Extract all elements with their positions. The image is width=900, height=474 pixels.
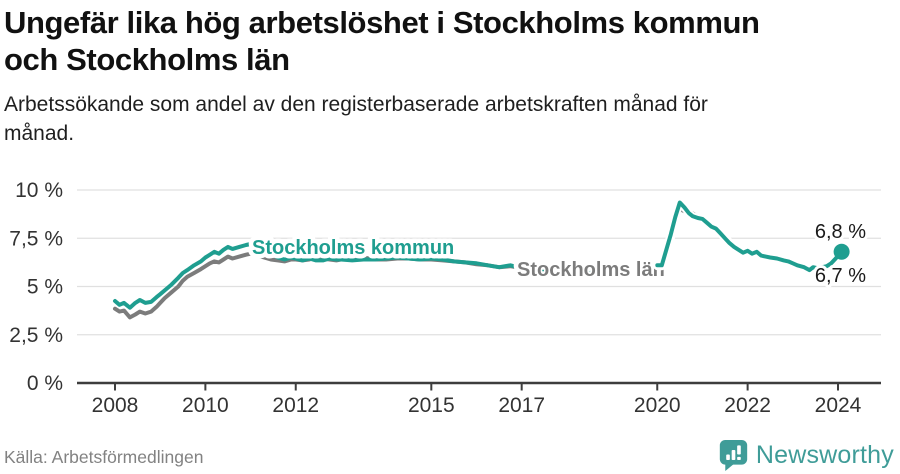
subtitle-line-2: månad. (4, 122, 75, 145)
lan-end-value-label: 6,7 % (815, 265, 866, 287)
x-tick-label: 2012 (272, 394, 319, 417)
x-tick-label: 2022 (724, 394, 771, 417)
newsworthy-logo: Newsworthy (718, 438, 894, 472)
series-label-stockholms-kommun: Stockholms kommun (252, 237, 454, 259)
newsworthy-logo-icon (719, 439, 748, 471)
gridlines: 10 % 7,5 % 5 % 2,5 % 0 % (9, 179, 881, 395)
newsworthy-wordmark: Newsworthy (755, 440, 894, 469)
x-tick-label: 2020 (634, 394, 681, 417)
y-tick-label: 10 % (15, 179, 63, 202)
kommun-end-value-label: 6,8 % (815, 221, 866, 243)
data-lines-recent-overlay (653, 198, 846, 275)
x-tick-label: 2024 (815, 394, 862, 417)
x-tick-label: 2008 (92, 394, 139, 417)
x-tick-label: 2010 (182, 394, 229, 417)
series-label-stockholms-lan: Stockholms län (517, 259, 665, 281)
x-tick-label: 2015 (408, 394, 455, 417)
data-lines (113, 200, 844, 320)
line-chart: 10 % 7,5 % 5 % 2,5 % 0 % 2008 2010 2012 2015 201… (0, 160, 900, 430)
y-tick-label: 2,5 % (9, 324, 63, 347)
kommun-end-point-marker (833, 243, 850, 260)
line-recent-stockholms-kommun (655, 200, 844, 273)
source-attribution: Källa: Arbetsförmedlingen (4, 447, 204, 467)
y-tick-label: 5 % (27, 276, 63, 299)
unemployment-line-chart: 10 % 7,5 % 5 % 2,5 % 0 % 2008 2010 2012 2015 201… (9, 179, 881, 417)
title-line-1: Ungefär lika hög arbetslöshet i Stockhol… (4, 5, 760, 40)
y-tick-label: 0 % (27, 372, 63, 395)
series-labels: Stockholms kommun Stockholms län (248, 233, 670, 286)
y-tick-label: 7,5 % (9, 227, 63, 250)
line-stockholms-kommun (113, 200, 844, 310)
x-axis: 2008 2010 2012 2015 2017 2020 2022 2024 (77, 381, 881, 417)
chart-subtitle: Arbetssökande som andel av den registerb… (4, 90, 864, 148)
page-title: Ungefär lika hög arbetslöshet i Stockhol… (4, 4, 896, 78)
x-tick-label: 2017 (498, 394, 545, 417)
subtitle-line-1: Arbetssökande som andel av den registerb… (4, 93, 708, 116)
title-line-2: och Stockholms län (4, 42, 290, 77)
